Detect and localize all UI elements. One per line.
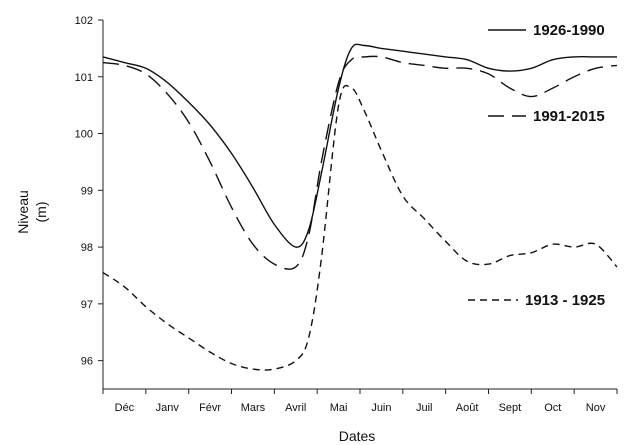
y-tick-label: 100 bbox=[75, 129, 93, 141]
legend-label-3: 1913 - 1925 bbox=[525, 292, 605, 309]
x-tick-label: Juin bbox=[371, 402, 391, 414]
series-line-2 bbox=[102, 55, 618, 270]
legend: 1926-1990 1991-2015 1913 - 1925 bbox=[468, 22, 605, 309]
x-tick-label: Nov bbox=[586, 402, 606, 414]
x-tick-label: Févr bbox=[199, 402, 221, 414]
legend-label-2: 1991-2015 bbox=[533, 108, 605, 125]
y-axis-title-line1: Niveau bbox=[15, 190, 31, 234]
y-tick-label: 98 bbox=[81, 242, 93, 254]
x-tick-label: Janv bbox=[156, 402, 180, 414]
y-tick-label: 97 bbox=[81, 299, 93, 311]
y-tick-label: 99 bbox=[81, 185, 93, 197]
x-tick-label: Déc bbox=[115, 402, 135, 414]
x-tick-label: Sept bbox=[499, 402, 522, 414]
x-ticks: Déc Janv Févr Mars Avril Mai Juin Juil Août Sept O… bbox=[102, 389, 618, 414]
y-ticks: 96 97 98 99 100 101 102 bbox=[75, 15, 103, 368]
x-axis-title: Dates bbox=[339, 428, 376, 444]
x-tick-label: Avril bbox=[285, 402, 306, 414]
y-tick-label: 102 bbox=[75, 15, 93, 27]
x-tick-label: Oct bbox=[544, 402, 561, 414]
x-tick-label: Mai bbox=[330, 402, 348, 414]
axes bbox=[102, 20, 617, 390]
x-tick-label: Juil bbox=[416, 402, 433, 414]
y-axis-title-line2: (m) bbox=[33, 202, 49, 223]
series-lines bbox=[102, 43, 618, 371]
y-tick-label: 96 bbox=[81, 356, 93, 368]
y-tick-label: 101 bbox=[75, 72, 93, 84]
legend-label-1: 1926-1990 bbox=[533, 22, 605, 39]
series-line-1 bbox=[102, 43, 617, 248]
x-tick-label: Août bbox=[456, 402, 479, 414]
series-line-3 bbox=[102, 84, 618, 371]
x-tick-label: Mars bbox=[241, 402, 266, 414]
